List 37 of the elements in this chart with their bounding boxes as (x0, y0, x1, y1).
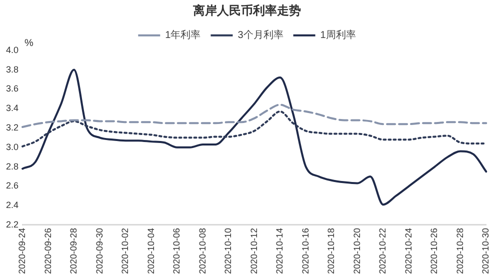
x-tick-label: 2020-10-24 (403, 228, 414, 274)
y-tick-label: 2.2 (6, 219, 19, 230)
x-tick-label: 2020-10-26 (429, 228, 440, 274)
y-tick-label: 3.6 (6, 84, 19, 94)
x-tick-label: 2020-10-16 (300, 228, 310, 274)
x-tick-label: 2020-10-10 (223, 228, 234, 274)
y-axis-title: % (24, 38, 34, 50)
y-tick-label: 3.2 (6, 122, 19, 132)
x-tick-label: 2020-10-28 (454, 228, 465, 274)
legend-label: 3个月利率 (238, 29, 284, 42)
x-tick-label: 2020-10-04 (146, 228, 156, 274)
y-tick-label: 3.4 (6, 103, 19, 114)
x-tick-label: 2020-09-28 (68, 228, 79, 274)
legend-label: 1年利率 (165, 29, 201, 42)
y-tick-label: 3.0 (6, 142, 19, 152)
y-tick-label: 3.8 (6, 64, 19, 74)
x-tick-label: 2020-09-30 (94, 228, 104, 274)
x-tick-label: 2020-10-18 (326, 228, 336, 274)
y-tick-label: 4.0 (6, 44, 19, 55)
x-tick-label: 2020-09-26 (42, 228, 53, 274)
y-tick-label: 2.4 (6, 200, 19, 210)
y-tick-label: 2.8 (6, 161, 19, 172)
chart-title: 离岸人民币利率走势 (192, 4, 301, 18)
x-tick-label: 2020-10-22 (378, 228, 388, 274)
x-tick-label: 2020-10-20 (352, 228, 362, 274)
line-series (22, 68, 488, 206)
x-tick-label: 2020-09-24 (16, 228, 27, 274)
x-tick-label: 2020-10-12 (248, 228, 259, 274)
line-series (22, 104, 488, 128)
y-tick-label: 2.6 (6, 180, 19, 191)
x-tick-label: 2020-10-06 (172, 228, 182, 274)
x-tick-label: 2020-10-30 (480, 228, 491, 274)
x-tick-label: 2020-10-14 (274, 228, 285, 274)
legend-label: 1周利率 (320, 29, 356, 42)
x-tick-label: 2020-10-08 (197, 228, 208, 274)
line-series (22, 110, 488, 148)
x-tick-label: 2020-10-02 (120, 228, 130, 274)
